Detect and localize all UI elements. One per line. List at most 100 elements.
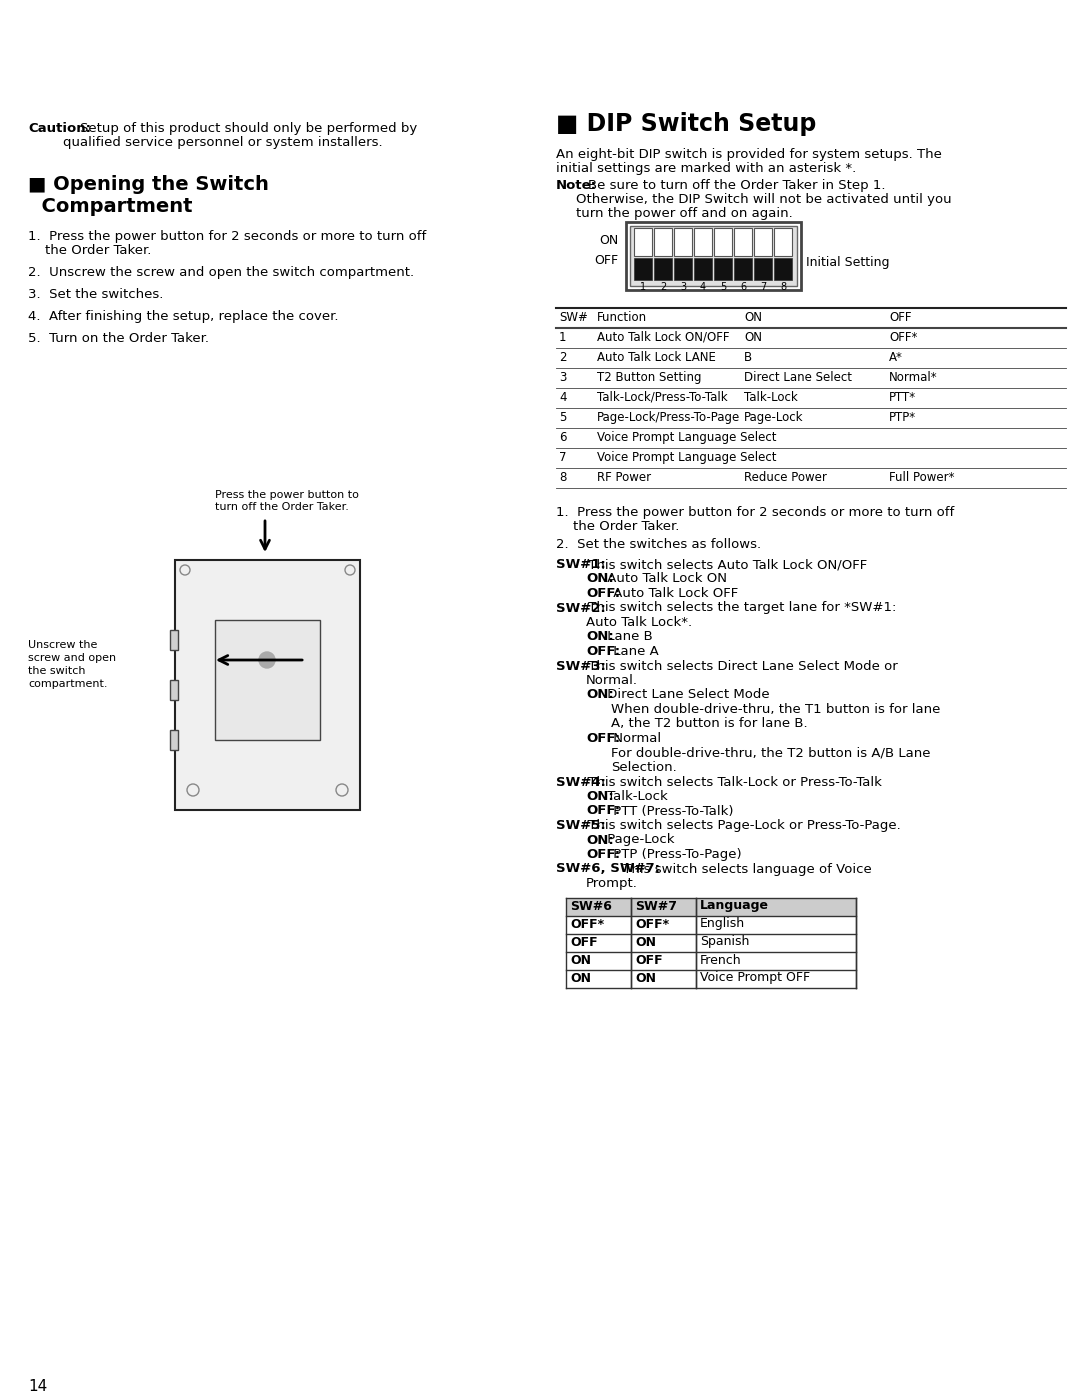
Text: Page-Lock/Press-To-Page: Page-Lock/Press-To-Page (597, 411, 740, 424)
Bar (566, 898, 856, 915)
Text: Normal.: Normal. (586, 674, 638, 687)
Text: 1.  Press the power button for 2 seconds or more to turn off: 1. Press the power button for 2 seconds … (556, 506, 955, 519)
Text: Lane B: Lane B (603, 631, 652, 644)
Text: 4: 4 (700, 283, 706, 292)
Text: RF Power: RF Power (597, 471, 651, 484)
Text: This switch selects the target lane for *SW#1:: This switch selects the target lane for … (584, 602, 896, 614)
Text: 4: 4 (559, 390, 567, 404)
Text: PTT (Press-To-Talk): PTT (Press-To-Talk) (609, 804, 733, 817)
Text: ON:: ON: (586, 572, 613, 586)
Text: OFF*: OFF* (889, 332, 917, 344)
Bar (774, 228, 792, 256)
Text: Language: Language (700, 900, 769, 912)
Bar (754, 228, 772, 256)
Text: 5: 5 (720, 283, 726, 292)
Text: Note:: Note: (556, 179, 597, 192)
Bar (634, 228, 652, 256)
Text: 8: 8 (559, 471, 566, 484)
Text: 3: 3 (680, 283, 686, 292)
Text: 6: 6 (740, 283, 746, 292)
Text: Page-Lock: Page-Lock (744, 411, 804, 424)
Text: Selection.: Selection. (611, 761, 677, 774)
Text: ON:: ON: (586, 834, 613, 846)
Text: Auto Talk Lock ON/OFF: Auto Talk Lock ON/OFF (597, 332, 729, 344)
Text: When double-drive-thru, the T1 button is for lane: When double-drive-thru, the T1 button is… (611, 704, 941, 716)
Bar (630, 227, 797, 285)
Text: turn off the Order Taker.: turn off the Order Taker. (215, 502, 349, 512)
Text: compartment.: compartment. (28, 679, 108, 688)
Text: ON: ON (570, 954, 591, 967)
Bar (734, 228, 752, 256)
Text: ON: ON (570, 971, 591, 985)
Text: OFF:: OFF: (586, 588, 620, 600)
Text: 3: 3 (559, 371, 566, 383)
Text: Press the power button to: Press the power button to (215, 490, 359, 499)
Text: Page-Lock: Page-Lock (603, 834, 675, 846)
Text: OFF:: OFF: (586, 732, 620, 746)
Text: ON: ON (635, 936, 656, 949)
Text: PTT*: PTT* (889, 390, 916, 404)
Text: ON: ON (635, 971, 656, 985)
Text: SW#3:: SW#3: (556, 659, 606, 673)
Bar (170, 630, 178, 651)
Text: Normal: Normal (609, 732, 661, 746)
Text: Auto Talk Lock*.: Auto Talk Lock*. (586, 616, 692, 630)
Text: Caution:: Caution: (28, 122, 91, 134)
Text: Compartment: Compartment (28, 197, 192, 215)
Text: 1: 1 (640, 283, 646, 292)
Text: Initial Setting: Initial Setting (806, 256, 890, 269)
Text: Lane A: Lane A (609, 645, 659, 658)
Text: This switch selects Talk-Lock or Press-To-Talk: This switch selects Talk-Lock or Press-T… (584, 775, 882, 789)
Text: ■ DIP Switch Setup: ■ DIP Switch Setup (556, 112, 816, 136)
Text: PTP*: PTP* (889, 411, 916, 424)
Text: A, the T2 button is for lane B.: A, the T2 button is for lane B. (611, 718, 808, 730)
Bar (626, 222, 801, 290)
Text: Auto Talk Lock LANE: Auto Talk Lock LANE (597, 351, 716, 364)
Bar (774, 257, 792, 280)
Text: Talk-Lock/Press-To-Talk: Talk-Lock/Press-To-Talk (597, 390, 728, 404)
Text: Voice Prompt Language Select: Voice Prompt Language Select (597, 450, 777, 464)
Text: 7: 7 (760, 283, 766, 292)
Text: An eight-bit DIP switch is provided for system setups. The: An eight-bit DIP switch is provided for … (556, 148, 942, 161)
Text: SW#1:: SW#1: (556, 558, 606, 571)
Bar (714, 257, 732, 280)
Text: Voice Prompt OFF: Voice Prompt OFF (700, 971, 810, 985)
Text: qualified service personnel or system installers.: qualified service personnel or system in… (63, 136, 382, 150)
Text: Talk-Lock: Talk-Lock (744, 390, 798, 404)
Text: OFF: OFF (889, 311, 912, 325)
Text: OFF:: OFF: (586, 848, 620, 860)
Text: Direct Lane Select: Direct Lane Select (744, 371, 852, 383)
Text: SW#7: SW#7 (635, 900, 677, 912)
Bar (654, 257, 672, 280)
Bar (175, 560, 360, 810)
Text: T2 Button Setting: T2 Button Setting (597, 371, 702, 383)
Bar (714, 228, 732, 256)
Text: OFF:: OFF: (586, 645, 620, 658)
Text: Full Power*: Full Power* (889, 471, 955, 484)
Text: SW#6, SW#7:: SW#6, SW#7: (556, 863, 660, 876)
Text: ON: ON (744, 311, 762, 325)
Text: the Order Taker.: the Order Taker. (28, 243, 151, 257)
Text: 1.  Press the power button for 2 seconds or more to turn off: 1. Press the power button for 2 seconds … (28, 229, 427, 243)
Text: 1: 1 (559, 332, 567, 344)
Text: 2.  Unscrew the screw and open the switch compartment.: 2. Unscrew the screw and open the switch… (28, 266, 414, 278)
Text: 5: 5 (559, 411, 566, 424)
Text: Reduce Power: Reduce Power (744, 471, 827, 484)
Text: Be sure to turn off the Order Taker in Step 1.: Be sure to turn off the Order Taker in S… (588, 179, 886, 192)
Text: Auto Talk Lock ON: Auto Talk Lock ON (603, 572, 727, 586)
Text: Voice Prompt Language Select: Voice Prompt Language Select (597, 431, 777, 443)
Text: Unscrew the: Unscrew the (28, 639, 97, 651)
Text: 6: 6 (559, 431, 567, 443)
Text: This switch selects Page-Lock or Press-To-Page.: This switch selects Page-Lock or Press-T… (584, 818, 901, 832)
Text: A*: A* (889, 351, 903, 364)
Circle shape (259, 652, 275, 667)
Text: Prompt.: Prompt. (586, 877, 638, 890)
Text: This switch selects language of Voice: This switch selects language of Voice (619, 863, 872, 876)
Bar (674, 228, 692, 256)
Text: OFF*: OFF* (635, 918, 670, 930)
Text: ON: ON (598, 234, 618, 248)
Text: 3.  Set the switches.: 3. Set the switches. (28, 288, 163, 301)
Text: ON:: ON: (586, 688, 613, 701)
Text: ON:: ON: (586, 790, 613, 803)
Bar (754, 257, 772, 280)
